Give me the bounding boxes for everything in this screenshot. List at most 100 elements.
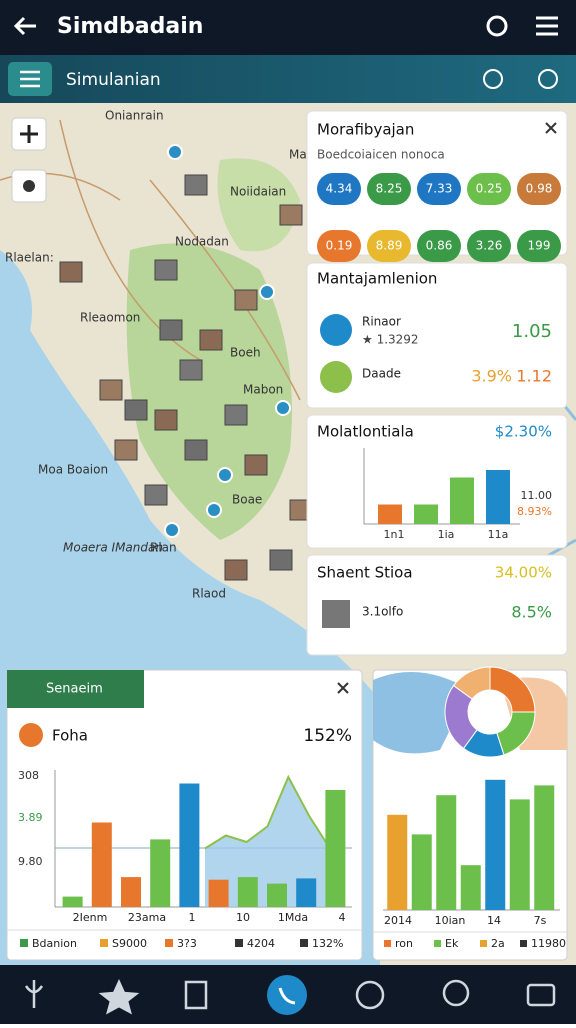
menu-button[interactable] xyxy=(536,16,558,36)
pill-label: 4.34 xyxy=(326,182,353,196)
nav-tools[interactable] xyxy=(184,980,208,1010)
x-label: 14 xyxy=(487,914,501,927)
pill[interactable] xyxy=(367,173,411,205)
pill[interactable] xyxy=(317,173,361,205)
panel-title: Molatlontiala xyxy=(317,423,414,441)
x-label: 1Mda xyxy=(278,911,308,924)
chart-tab[interactable] xyxy=(7,670,144,708)
map-marker[interactable] xyxy=(259,284,275,300)
donut-slice xyxy=(452,666,491,700)
nav-favorites[interactable] xyxy=(98,978,140,1015)
bar xyxy=(411,834,432,910)
row-value: 152% xyxy=(303,726,352,746)
map-building xyxy=(99,379,123,401)
map-label: Ma xyxy=(289,148,307,162)
map-label: Moaera IMandan xyxy=(63,541,163,555)
pill[interactable] xyxy=(467,230,511,262)
share-button[interactable] xyxy=(486,15,508,37)
bar xyxy=(509,799,530,910)
y-label: 9.80 xyxy=(18,855,43,868)
map-marker[interactable] xyxy=(206,502,222,518)
bar xyxy=(296,878,317,907)
nav-home[interactable] xyxy=(24,980,44,1008)
legend-label: 4204 xyxy=(247,937,275,950)
nav-search[interactable] xyxy=(442,979,470,1007)
map-label: Rlaelan: xyxy=(5,251,54,265)
panel-subtitle: Boedcoiaicen nonoca xyxy=(317,148,445,162)
bar xyxy=(387,814,408,910)
bar xyxy=(121,877,141,907)
legend-swatch xyxy=(300,939,308,947)
back-button[interactable] xyxy=(13,16,36,36)
pill[interactable] xyxy=(467,173,511,205)
close-button[interactable] xyxy=(545,122,557,134)
x-label: 11a xyxy=(488,528,509,541)
close-button[interactable] xyxy=(337,682,349,694)
panel-value: $2.30% xyxy=(495,423,552,441)
bar xyxy=(62,896,83,907)
map-building xyxy=(269,549,293,571)
map-marker[interactable] xyxy=(217,467,233,483)
pill-label: 0.86 xyxy=(426,239,453,253)
bar xyxy=(378,504,402,524)
bar xyxy=(414,504,438,524)
legend-swatch xyxy=(384,940,391,947)
bar xyxy=(436,795,457,910)
pill[interactable] xyxy=(517,230,561,262)
pill[interactable] xyxy=(417,230,461,262)
map-marker[interactable] xyxy=(164,522,180,538)
map-building xyxy=(279,204,303,226)
pill[interactable] xyxy=(317,230,361,262)
legend-label: 132% xyxy=(312,937,343,950)
map-marker[interactable] xyxy=(167,144,183,160)
x-label: 1ia xyxy=(438,528,455,541)
map-building xyxy=(184,439,208,461)
legend-label: Bdanion xyxy=(32,937,77,950)
pill[interactable] xyxy=(517,173,561,205)
bar xyxy=(325,790,346,907)
pill-label: 0.19 xyxy=(326,239,353,253)
map-building xyxy=(224,404,248,426)
nav-settings[interactable] xyxy=(526,983,556,1007)
pill-label: 7.33 xyxy=(426,182,453,196)
map-controls xyxy=(11,117,47,203)
legend-swatch xyxy=(165,939,173,947)
app-title: Simdbadain xyxy=(57,14,203,39)
pill-label: 0.25 xyxy=(476,182,503,196)
bar xyxy=(179,783,200,907)
item-name: 3.1olfo xyxy=(362,605,403,619)
map-building xyxy=(234,289,258,311)
pill[interactable] xyxy=(417,173,461,205)
app-bar xyxy=(0,0,576,55)
legend-label: 2a xyxy=(491,937,505,950)
legend-swatch xyxy=(100,939,108,947)
map-marker[interactable] xyxy=(275,400,291,416)
panel-title: Shaent Stioa xyxy=(317,564,413,582)
row-value: 1.12 xyxy=(516,367,552,386)
pill-label: 3.26 xyxy=(476,239,503,253)
row-icon xyxy=(320,314,352,346)
side-label: 11.00 xyxy=(521,489,553,502)
x-label: 23ama xyxy=(128,911,166,924)
clock-button[interactable] xyxy=(538,69,558,89)
row-icon xyxy=(320,361,352,393)
bar xyxy=(534,785,555,910)
row-detail: ★ 1.3292 xyxy=(362,333,419,347)
map-label: Moa Boaion xyxy=(38,463,108,477)
map-label: Rlaod xyxy=(192,587,226,601)
profile-button[interactable] xyxy=(483,69,503,89)
map-building xyxy=(199,329,223,351)
panel-value: 34.00% xyxy=(495,564,552,582)
nav-globe[interactable] xyxy=(355,980,385,1010)
map-building xyxy=(184,174,208,196)
map-building xyxy=(124,399,148,421)
map-building xyxy=(59,261,83,283)
map-building xyxy=(114,439,138,461)
bar xyxy=(267,883,287,907)
nav-call[interactable] xyxy=(267,975,307,1015)
row-value: 3.9% xyxy=(471,367,512,386)
panel xyxy=(306,262,568,409)
pill[interactable] xyxy=(367,230,411,262)
pill-label: 0.98 xyxy=(526,182,553,196)
